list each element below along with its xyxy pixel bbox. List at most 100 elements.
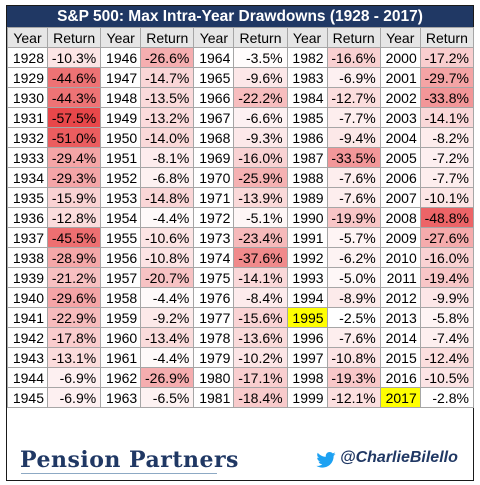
return-header: Return	[419, 27, 474, 48]
year-cell: 1964	[193, 47, 235, 68]
year-cell: 1982	[286, 47, 328, 68]
return-cell: -10.1%	[419, 187, 474, 208]
year-cell: 1956	[100, 247, 142, 268]
return-cell: -9.9%	[419, 287, 474, 308]
table-row: 1943 -13.1% 1961 -4.4% 1979 -10.2% 1997 -10.8% 2…	[7, 347, 474, 368]
year-cell: 2001	[379, 67, 421, 88]
return-cell: -10.2%	[233, 347, 288, 368]
year-cell: 1960	[100, 327, 142, 348]
return-cell: -10.8%	[140, 247, 195, 268]
return-cell: -29.6%	[46, 287, 102, 308]
year-cell: 1958	[100, 287, 142, 308]
return-cell: -9.2%	[140, 307, 195, 328]
table-row: 1935 -15.9% 1953 -14.8% 1971 -13.9% 1989 -7.6% 2…	[7, 187, 474, 208]
return-cell: -6.9%	[46, 367, 102, 388]
year-cell: 1955	[100, 227, 142, 248]
return-cell: -6.9%	[326, 67, 381, 88]
return-cell: -33.8%	[419, 87, 474, 108]
return-cell: -7.7%	[419, 167, 474, 188]
year-cell: 1929	[7, 67, 48, 88]
year-cell: 1943	[7, 347, 48, 368]
return-cell: -17.2%	[419, 47, 474, 68]
return-cell: -10.5%	[419, 367, 474, 388]
return-cell: -6.6%	[233, 107, 288, 128]
return-cell: -17.1%	[233, 367, 288, 388]
return-cell: -19.9%	[326, 207, 381, 228]
year-cell: 1981	[193, 387, 235, 408]
year-cell: 1966	[193, 87, 235, 108]
return-cell: -4.4%	[140, 287, 195, 308]
year-cell: 1959	[100, 307, 142, 328]
year-cell: 1969	[193, 147, 235, 168]
return-header: Return	[233, 27, 288, 48]
return-cell: -10.8%	[326, 347, 381, 368]
return-cell: -23.4%	[233, 227, 288, 248]
year-cell: 1953	[100, 187, 142, 208]
year-cell: 1948	[100, 87, 142, 108]
return-cell: -7.6%	[326, 167, 381, 188]
year-cell: 2010	[379, 247, 421, 268]
return-cell: -28.9%	[46, 247, 102, 268]
return-cell: -13.9%	[233, 187, 288, 208]
year-cell: 1938	[7, 247, 48, 268]
year-cell: 1944	[7, 367, 48, 388]
return-cell: -5.0%	[326, 267, 381, 288]
year-cell: 1979	[193, 347, 235, 368]
return-cell: -19.4%	[419, 267, 474, 288]
year-cell: 1962	[100, 367, 142, 388]
return-cell: -22.2%	[233, 87, 288, 108]
year-cell: 1978	[193, 327, 235, 348]
return-cell: -4.4%	[140, 347, 195, 368]
return-cell: -14.0%	[140, 127, 195, 148]
year-cell: 2017	[379, 387, 421, 408]
year-cell: 2009	[379, 227, 421, 248]
table-row: 1934 -29.3% 1952 -6.8% 1970 -25.9% 1988 -7.6% 20…	[7, 167, 474, 188]
year-cell: 1928	[7, 47, 48, 68]
year-cell: 1985	[286, 107, 328, 128]
return-cell: -6.2%	[326, 247, 381, 268]
table-row: 1938 -28.9% 1956 -10.8% 1974 -37.6% 1992 -6.2% 2…	[7, 247, 474, 268]
return-cell: -13.6%	[233, 327, 288, 348]
return-cell: -7.6%	[326, 327, 381, 348]
return-cell: -15.6%	[233, 307, 288, 328]
year-header: Year	[7, 27, 48, 48]
year-header: Year	[379, 27, 421, 48]
year-cell: 1933	[7, 147, 48, 168]
year-cell: 1973	[193, 227, 235, 248]
table-row: 1944 -6.9% 1962 -26.9% 1980 -17.1% 1998 -19.3% 2…	[7, 367, 474, 388]
table-row: 1939 -21.2% 1957 -20.7% 1975 -14.1% 1993 -5.0% 2…	[7, 267, 474, 288]
year-cell: 1931	[7, 107, 48, 128]
return-cell: -13.5%	[140, 87, 195, 108]
year-cell: 1972	[193, 207, 235, 228]
return-cell: -12.8%	[46, 207, 102, 228]
year-cell: 1989	[286, 187, 328, 208]
return-cell: -2.8%	[419, 387, 474, 408]
table-row: 1936 -12.8% 1954 -4.4% 1972 -5.1% 1990 -19.9% 20…	[7, 207, 474, 228]
return-cell: -7.7%	[326, 107, 381, 128]
year-cell: 1986	[286, 127, 328, 148]
return-cell: -18.4%	[233, 387, 288, 408]
year-cell: 1988	[286, 167, 328, 188]
year-cell: 1993	[286, 267, 328, 288]
year-cell: 1961	[100, 347, 142, 368]
table-row: 1937 -45.5% 1955 -10.6% 1973 -23.4% 1991 -5.7% 2…	[7, 227, 474, 248]
year-cell: 1963	[100, 387, 142, 408]
year-cell: 1996	[286, 327, 328, 348]
year-cell: 1934	[7, 167, 48, 188]
return-cell: -12.4%	[419, 347, 474, 368]
return-cell: -12.7%	[326, 87, 381, 108]
year-cell: 2002	[379, 87, 421, 108]
return-cell: -2.5%	[326, 307, 381, 328]
year-cell: 2012	[379, 287, 421, 308]
return-cell: -37.6%	[233, 247, 288, 268]
year-cell: 1998	[286, 367, 328, 388]
year-cell: 1977	[193, 307, 235, 328]
year-cell: 1984	[286, 87, 328, 108]
table-row: 1933 -29.4% 1951 -8.1% 1969 -16.0% 1987 -33.5% 2…	[7, 147, 474, 168]
year-cell: 1941	[7, 307, 48, 328]
year-cell: 2013	[379, 307, 421, 328]
year-header: Year	[286, 27, 328, 48]
return-cell: -6.8%	[140, 167, 195, 188]
year-cell: 1983	[286, 67, 328, 88]
return-cell: -12.1%	[326, 387, 381, 408]
